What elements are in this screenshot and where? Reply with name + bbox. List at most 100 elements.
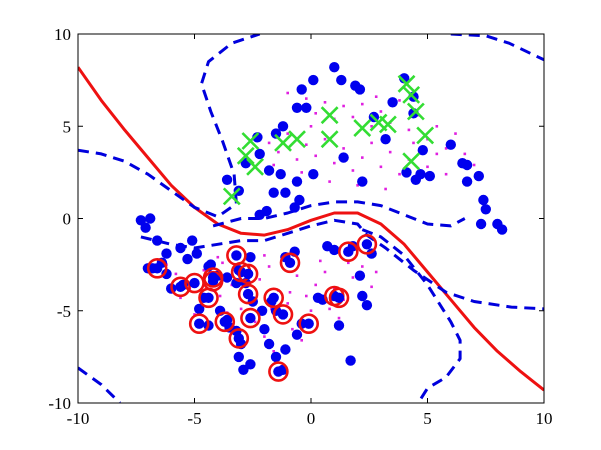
unlabeled-point: [374, 270, 378, 274]
blue-point: [445, 139, 456, 150]
unlabeled-point: [379, 165, 383, 169]
ring-center-point: [152, 263, 163, 274]
blue-point: [417, 145, 428, 156]
blue-point: [135, 215, 147, 226]
unlabeled-point: [258, 278, 261, 281]
unlabeled-point: [286, 132, 289, 135]
ring-marker: [328, 287, 350, 309]
unlabeled-point: [412, 141, 415, 145]
blue-point: [268, 187, 279, 198]
blue-point: [175, 242, 186, 254]
unlabeled-point: [305, 143, 308, 146]
marks-layer: [135, 61, 508, 382]
unlabeled-point: [337, 316, 341, 320]
unlabeled-point: [361, 265, 364, 268]
blue-point: [280, 344, 291, 355]
ring-center-point: [277, 309, 289, 320]
unlabeled-point: [216, 255, 220, 259]
ring-center-point: [231, 250, 242, 261]
unlabeled-point: [323, 270, 327, 274]
blue-point: [152, 235, 163, 246]
unlabeled-point: [286, 302, 289, 305]
ring-center-point: [219, 316, 230, 327]
unlabeled-point: [263, 254, 266, 257]
blue-point: [233, 351, 244, 363]
unlabeled-point: [388, 150, 392, 154]
unlabeled-point: [351, 276, 355, 279]
ring-marker: [240, 307, 261, 329]
unlabeled-point: [361, 156, 364, 159]
ring-marker: [356, 234, 378, 255]
unlabeled-point: [398, 172, 401, 176]
cross-marker: [402, 85, 421, 104]
ring-center-point: [303, 318, 314, 329]
cross-marker: [402, 152, 421, 171]
ring-center-point: [343, 246, 354, 257]
cross-marker: [353, 119, 372, 138]
unlabeled-point: [314, 112, 317, 115]
ring-marker: [279, 252, 301, 274]
blue-point: [254, 209, 265, 220]
x-tick-label: -5: [187, 409, 201, 428]
blue-point: [277, 121, 289, 132]
y-tick-label: -10: [48, 394, 71, 413]
blue-point: [380, 134, 391, 145]
unlabeled-point: [221, 261, 224, 265]
ring-marker: [272, 304, 294, 325]
ring-center-point: [268, 292, 279, 303]
ring-center-point: [233, 333, 244, 344]
unlabeled-point: [263, 335, 266, 338]
ring-center-point: [242, 288, 254, 300]
plot-area: [78, 34, 544, 403]
unlabeled-point: [277, 150, 280, 154]
blue-point: [270, 351, 282, 363]
ring-marker: [188, 313, 210, 335]
blue-point: [252, 132, 263, 143]
unlabeled-point: [286, 91, 289, 95]
blue-point: [263, 165, 275, 176]
ticks-layer: -10 -5 0 5 10 -10 -5 0 5 10: [48, 25, 552, 428]
blue-point: [187, 235, 198, 246]
ring-center-point: [273, 366, 284, 377]
blue-point: [410, 174, 421, 185]
x-tick-label: 10: [536, 409, 553, 428]
blue-point: [480, 204, 491, 215]
blue-point: [308, 169, 319, 180]
cross-marker: [241, 132, 260, 150]
blue-point: [238, 364, 249, 375]
curves-layer: [78, 34, 544, 403]
unlabeled-point: [328, 180, 331, 183]
blue-point: [387, 97, 398, 108]
y-tick-label: 5: [63, 117, 72, 136]
unlabeled-point: [426, 165, 429, 169]
unlabeled-point: [272, 350, 275, 353]
blue-point: [140, 222, 151, 233]
unlabeled-point: [347, 261, 350, 265]
ring-center-point: [175, 281, 186, 292]
ring-marker: [228, 328, 250, 349]
unlabeled-point: [305, 97, 308, 100]
blue-point: [182, 253, 193, 265]
unlabeled-point: [323, 137, 327, 141]
blue-point: [361, 300, 373, 311]
blue-point: [291, 102, 303, 114]
unlabeled-point: [370, 125, 373, 128]
blue-point: [461, 159, 473, 171]
decision-boundary-curve: [78, 66, 544, 392]
unlabeled-point: [384, 187, 387, 191]
x-tick-label: 5: [423, 409, 432, 428]
cross-marker: [397, 74, 416, 93]
unlabeled-point: [174, 272, 178, 276]
ring-center-point: [194, 318, 205, 329]
blue-point: [357, 176, 368, 187]
unlabeled-point: [323, 101, 327, 104]
blue-point: [308, 74, 319, 86]
blue-point: [336, 74, 347, 86]
unlabeled-point: [328, 307, 331, 311]
blue-point: [322, 241, 333, 252]
blue-point: [357, 290, 368, 302]
ring-marker: [268, 361, 289, 382]
ring-marker: [237, 283, 259, 305]
blue-point: [221, 272, 233, 283]
